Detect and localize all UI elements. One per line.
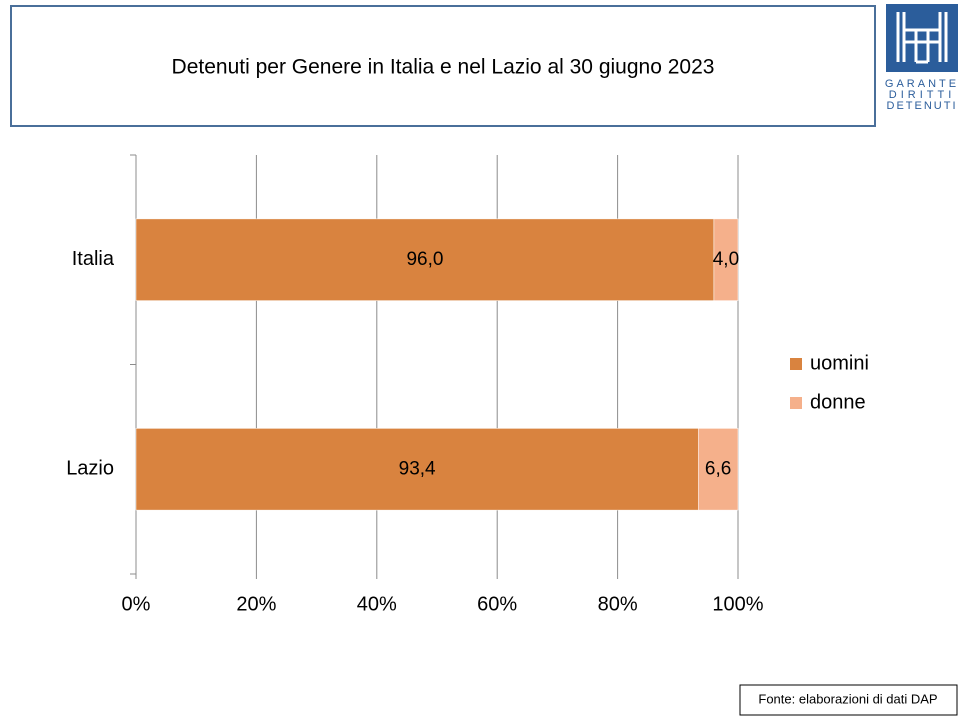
- legend-swatch: [790, 397, 802, 409]
- data-label: 6,6: [705, 458, 731, 479]
- data-label: 4,0: [713, 249, 739, 270]
- chart-title: Detenuti per Genere in Italia e nel Lazi…: [172, 56, 715, 79]
- bar-segment: [135, 428, 699, 511]
- title-box: [10, 5, 876, 127]
- legend-label: uomini: [810, 352, 869, 374]
- source-box: [739, 684, 958, 716]
- source: Fonte: elaborazioni di dati DAP: [758, 691, 937, 706]
- data-label: 93,4: [399, 458, 436, 479]
- logo-text: GARANTE: [885, 78, 959, 90]
- logo: GARANTE DIRITTI DETENUTI: [885, 4, 959, 112]
- x-tick-label: 80%: [598, 593, 638, 615]
- y-tick-label: Lazio: [66, 458, 114, 480]
- x-tick-label: 60%: [477, 593, 517, 615]
- x-tick-label: 100%: [712, 593, 763, 615]
- logo-glyph: [896, 12, 948, 64]
- logo-text: DETENUTI: [887, 100, 958, 112]
- x-tick-label: 40%: [357, 593, 397, 615]
- bar-segment: [698, 428, 739, 511]
- bar-segment: [713, 218, 739, 301]
- x-tick-label: 20%: [236, 593, 276, 615]
- data-label: 96,0: [406, 249, 443, 270]
- legend-label: donne: [810, 391, 866, 413]
- logo-text: DIRITTI: [889, 89, 956, 101]
- bar-segment: [135, 218, 715, 301]
- y-tick-label: Italia: [72, 248, 115, 270]
- x-tick-label: 0%: [122, 593, 151, 615]
- legend-swatch: [790, 358, 802, 370]
